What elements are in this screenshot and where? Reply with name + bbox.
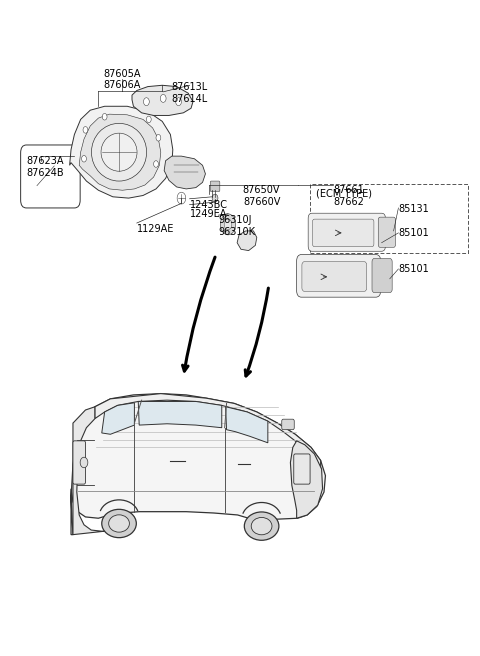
FancyBboxPatch shape xyxy=(73,441,85,484)
Polygon shape xyxy=(95,394,321,471)
Polygon shape xyxy=(290,441,323,518)
Polygon shape xyxy=(237,231,257,251)
Polygon shape xyxy=(70,106,173,198)
FancyBboxPatch shape xyxy=(312,219,374,247)
FancyBboxPatch shape xyxy=(294,454,310,484)
Text: 1129AE: 1129AE xyxy=(137,224,174,234)
Circle shape xyxy=(80,457,88,468)
Polygon shape xyxy=(226,407,268,443)
Text: 85101: 85101 xyxy=(398,228,429,238)
Circle shape xyxy=(177,192,186,204)
Text: 87650V
87660V: 87650V 87660V xyxy=(243,185,280,207)
Ellipse shape xyxy=(244,512,279,541)
Ellipse shape xyxy=(91,123,147,181)
Polygon shape xyxy=(79,114,161,190)
Circle shape xyxy=(160,94,166,102)
Text: 87605A
87606A: 87605A 87606A xyxy=(104,69,141,91)
Circle shape xyxy=(83,127,88,133)
Circle shape xyxy=(102,113,107,120)
Ellipse shape xyxy=(251,518,272,535)
Polygon shape xyxy=(102,403,134,434)
Circle shape xyxy=(82,155,86,162)
Circle shape xyxy=(176,98,181,106)
FancyBboxPatch shape xyxy=(210,181,220,192)
FancyBboxPatch shape xyxy=(308,213,385,251)
Circle shape xyxy=(212,194,218,202)
Text: (ECM TYPE): (ECM TYPE) xyxy=(316,189,372,199)
Polygon shape xyxy=(132,85,193,115)
Text: 87661
87662: 87661 87662 xyxy=(334,185,364,207)
Ellipse shape xyxy=(101,133,137,171)
Circle shape xyxy=(156,134,161,141)
Text: 1249EA: 1249EA xyxy=(190,209,227,218)
Polygon shape xyxy=(164,156,205,189)
Polygon shape xyxy=(73,407,115,535)
Polygon shape xyxy=(138,401,222,428)
Text: 96310J
96310K: 96310J 96310K xyxy=(218,215,255,237)
Text: 1243BC: 1243BC xyxy=(190,200,228,210)
FancyBboxPatch shape xyxy=(297,255,381,297)
Circle shape xyxy=(220,214,236,235)
FancyBboxPatch shape xyxy=(372,258,392,293)
FancyBboxPatch shape xyxy=(310,184,468,253)
FancyBboxPatch shape xyxy=(282,419,294,430)
FancyBboxPatch shape xyxy=(378,217,396,247)
Ellipse shape xyxy=(108,515,130,532)
Ellipse shape xyxy=(102,509,136,538)
Text: 85101: 85101 xyxy=(398,264,429,274)
Circle shape xyxy=(154,161,158,167)
Circle shape xyxy=(144,98,149,106)
FancyBboxPatch shape xyxy=(21,145,80,208)
Text: 87613L
87614L: 87613L 87614L xyxy=(171,82,208,104)
Polygon shape xyxy=(71,394,325,535)
Circle shape xyxy=(224,219,232,230)
FancyBboxPatch shape xyxy=(302,262,367,291)
Text: 87623A
87624B: 87623A 87624B xyxy=(26,156,64,178)
Text: 85131: 85131 xyxy=(398,203,429,214)
Circle shape xyxy=(146,116,151,123)
